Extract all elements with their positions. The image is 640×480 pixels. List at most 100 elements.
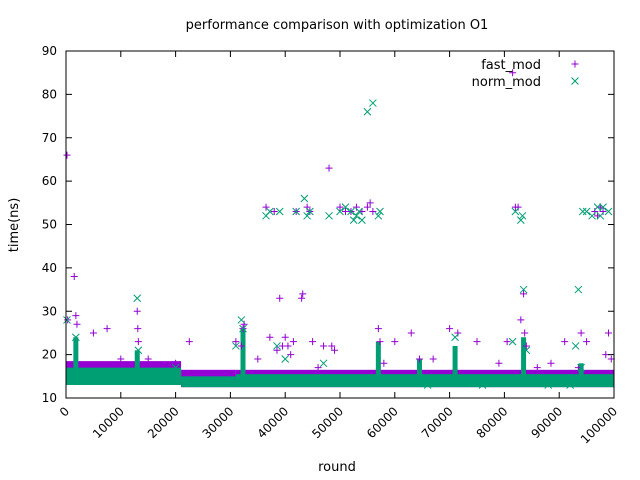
y-tick-label: 10 [42, 391, 57, 405]
fast-mod-point [273, 346, 281, 354]
norm-mod-point [376, 207, 384, 216]
fast-mod-point [591, 207, 599, 215]
legend-label-fast-mod: fast_mod [481, 58, 541, 73]
norm-mod-point [604, 207, 613, 216]
norm-mod-point [72, 333, 80, 342]
norm-mod-point [599, 203, 607, 212]
fast-mod-point [415, 355, 423, 363]
fast-mod-point [237, 342, 245, 350]
legend: fast_mod norm_mod [472, 58, 579, 90]
fast-mod-point [72, 312, 80, 320]
norm-mod-point [355, 207, 364, 216]
norm-mod-point [273, 342, 281, 350]
fast-mod-point [547, 359, 555, 367]
fast-mod-point [583, 338, 591, 346]
fast-mod-point [303, 203, 311, 211]
fast-mod-point [336, 203, 344, 211]
norm-mod-point [478, 381, 487, 389]
norm-mod-point [352, 211, 361, 220]
norm-mod-point [134, 346, 143, 355]
fast-mod-point [599, 207, 607, 215]
y-axis-label: time(ns) [7, 198, 22, 253]
fast-mod-point [172, 359, 180, 367]
y-tick-label: 30 [42, 304, 57, 318]
norm-mod-point [516, 216, 525, 225]
fast-mod-point [117, 355, 125, 363]
fast-mod-point [284, 342, 292, 350]
fast-mod-point [522, 342, 530, 350]
norm-mod-point [508, 337, 517, 346]
norm-mod-point [363, 107, 372, 116]
fast-mod-point [70, 273, 78, 281]
y-tick-label: 90 [42, 44, 57, 58]
fast-mod-point [521, 329, 529, 337]
y-tick-label: 70 [42, 131, 57, 145]
norm-mod-point [519, 285, 528, 294]
norm-mod-point [571, 342, 580, 350]
series-norm-mod [63, 99, 613, 389]
fast-mod-point [299, 290, 307, 298]
fast-mod-point [314, 364, 322, 372]
norm-mod-point [171, 363, 180, 372]
legend-marker-norm-mod [571, 77, 579, 85]
norm-mod-dense-band [235, 374, 614, 388]
norm-mod-point [319, 359, 328, 368]
fast-mod-point [577, 329, 585, 337]
norm-mod-point [518, 211, 527, 220]
fast-mod-point [325, 164, 333, 172]
norm-mod-point [325, 211, 333, 220]
fast-mod-point [533, 364, 541, 372]
fast-mod-point [369, 207, 377, 215]
fast-mod-point [376, 338, 384, 346]
fast-mod-point [407, 329, 415, 337]
y-tick-label: 50 [42, 218, 57, 232]
norm-mod-dense-band [66, 367, 182, 385]
fast-mod-point [276, 294, 284, 302]
x-axis-label: round [318, 460, 356, 475]
norm-mod-point [588, 211, 596, 220]
norm-mod-point [578, 207, 587, 216]
legend-marker-fast-mod [571, 60, 579, 68]
fast-mod-point [232, 338, 240, 346]
norm-mod-point [306, 207, 314, 216]
norm-mod-point [522, 346, 531, 355]
norm-mod-point [239, 324, 247, 333]
legend-label-norm-mod: norm_mod [472, 75, 541, 90]
fast-mod-point [517, 316, 525, 324]
norm-mod-point [275, 207, 284, 216]
fast-mod-point [503, 338, 511, 346]
fast-mod-point [320, 342, 328, 350]
y-tick-label: 40 [42, 261, 57, 275]
norm-mod-point [374, 211, 383, 220]
y-axis-ticks: 10 20 30 40 50 60 70 80 90 [42, 44, 614, 405]
norm-mod-point [358, 216, 366, 225]
fast-mod-point [298, 294, 306, 302]
norm-mod-point [292, 207, 301, 216]
fast-mod-point [363, 203, 371, 211]
fast-mod-point [289, 338, 297, 346]
fast-mod-point [328, 342, 336, 350]
norm-mod-point [281, 355, 290, 363]
fast-mod-point [134, 338, 142, 346]
fast-mod-point [391, 338, 399, 346]
fast-mod-point [380, 359, 388, 367]
fast-mod-point [287, 351, 295, 359]
norm-mod-point [336, 207, 344, 216]
norm-mod-point [511, 207, 520, 216]
fast-mod-point [509, 69, 517, 77]
y-tick-label: 20 [42, 348, 57, 362]
fast-mod-point [262, 203, 270, 211]
fast-mod-point [254, 355, 262, 363]
fast-mod-point [89, 329, 97, 337]
norm-mod-point [544, 381, 553, 389]
fast-mod-point [366, 199, 374, 207]
fast-mod-point [144, 355, 152, 363]
norm-mod-point [593, 203, 602, 212]
fast-mod-point [473, 338, 481, 346]
norm-mod-point [369, 99, 377, 107]
series-fast-mod [63, 69, 615, 372]
norm-mod-point [349, 216, 358, 225]
fast-mod-point [446, 325, 454, 333]
